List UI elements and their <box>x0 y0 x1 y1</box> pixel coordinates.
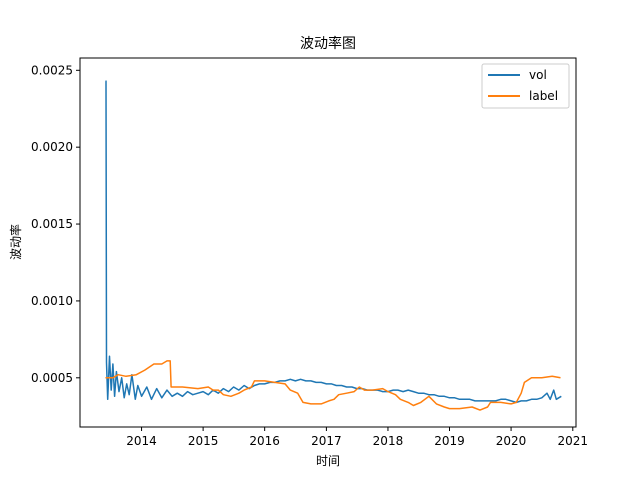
y-axis: 0.0005 0.0010 0.0015 0.0020 0.0025 <box>31 63 80 385</box>
x-tick-label: 2015 <box>188 434 219 448</box>
x-tick-label: 2018 <box>373 434 404 448</box>
x-tick-label: 2017 <box>311 434 342 448</box>
plot-lines <box>105 80 562 411</box>
y-axis-label: 波动率 <box>8 224 23 260</box>
x-axis: 2014 2015 2016 2017 2018 2019 2020 2021 <box>126 427 588 448</box>
legend: vol label <box>481 63 570 109</box>
y-tick-label: 0.0015 <box>31 217 73 231</box>
x-tick-label: 2014 <box>126 434 157 448</box>
y-tick-label: 0.0025 <box>31 63 73 77</box>
x-tick-label: 2019 <box>434 434 465 448</box>
y-tick-label: 0.0005 <box>31 371 73 385</box>
x-tick-label: 2020 <box>496 434 527 448</box>
x-tick-label: 2021 <box>558 434 589 448</box>
x-tick-label: 2016 <box>249 434 280 448</box>
series-line-vol <box>105 80 562 404</box>
legend-label-label: label <box>529 89 558 103</box>
x-axis-label: 时间 <box>316 454 340 468</box>
chart-title: 波动率图 <box>300 35 356 52</box>
series-line-label <box>105 360 561 411</box>
plot-frame <box>79 57 577 428</box>
legend-label-vol: vol <box>529 68 547 82</box>
y-tick-label: 0.0020 <box>31 140 73 154</box>
y-tick-label: 0.0010 <box>31 294 73 308</box>
